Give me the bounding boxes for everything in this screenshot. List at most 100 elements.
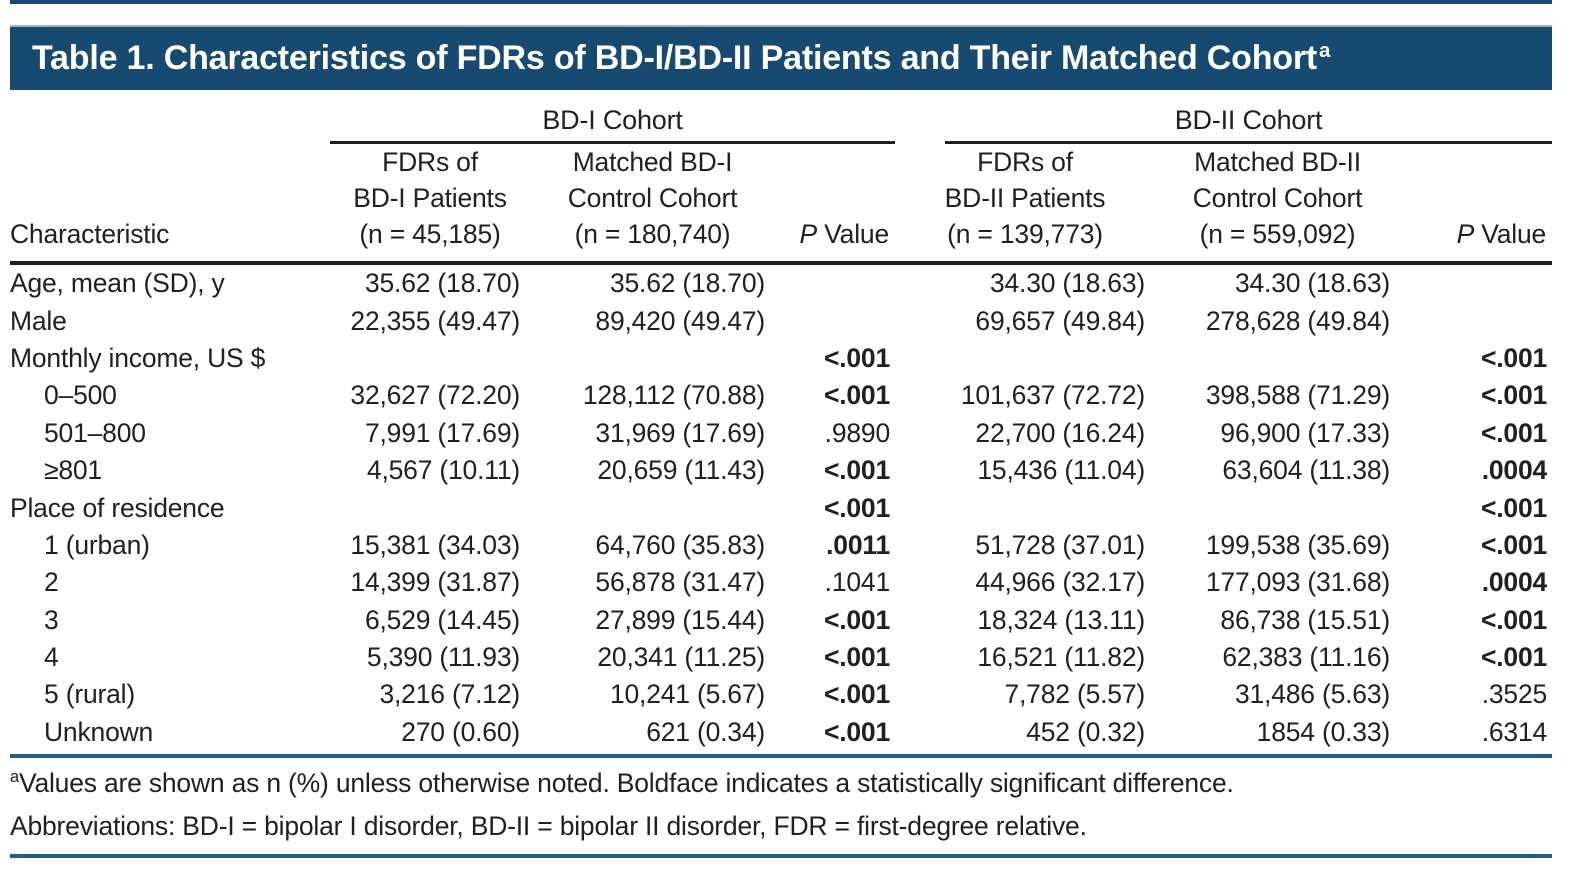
table-row: Male 22,355 (49.47) 89,420 (49.47) 69,65… [10,302,1552,339]
footnote-values: aValues are shown as n (%) unless otherw… [10,768,1234,799]
cell-fdr-bd1: 35.62 (18.70) [364,268,520,299]
cell-pvalue-bd1: <.001 [823,492,890,523]
cell-fdr-bd2: 101,637 (72.72) [960,380,1145,411]
cell-ctrl-bd1: 64,760 (35.83) [595,529,765,560]
row-label: 5 (rural) [44,679,135,710]
cell-ctrl-bd2: 199,538 (35.69) [1205,529,1390,560]
cell-pvalue-bd2: <.001 [1480,492,1548,523]
cell-fdr-bd1: 15,381 (34.03) [350,529,520,560]
cell-pvalue-bd2 [1400,263,1552,302]
cell-pvalue-bd2: <.001 [1480,529,1548,560]
table-row: Place of residence <.001 <.001 [10,489,1552,526]
group-header-row: BD-I Cohort BD-II Cohort [10,100,1553,144]
cell-fdr-bd2: 452 (0.32) [1026,716,1145,747]
cell-ctrl-bd2: 398,588 (71.29) [1205,380,1390,411]
table-row: 1 (urban) 15,381 (34.03) 64,760 (35.83) … [10,527,1552,564]
row-label: Place of residence [10,492,225,523]
cell-pvalue-bd1: .9890 [824,417,891,448]
cell-fdr-bd2: 16,521 (11.82) [977,642,1145,673]
title-footnote-marker: a [1319,39,1331,62]
table-row: 3 6,529 (14.45) 27,899 (15.44) <.001 18,… [10,602,1552,639]
col-header-fdr-bd2: FDRs of BD-II Patients (n = 139,773) [895,144,1155,265]
cell-ctrl-bd1: 621 (0.34) [646,716,765,747]
cell-pvalue-bd2: .3525 [1481,679,1548,710]
cell-ctrl-bd1: 20,341 (11.25) [597,642,765,673]
footnote-divider-rule [10,754,1552,759]
bottom-rule [10,854,1552,859]
cell-fdr-bd1: 270 (0.60) [401,716,520,747]
cell-ctrl-bd2: 31,486 (5.63) [1234,679,1390,710]
cell-pvalue-bd2: .0004 [1481,455,1548,486]
cell-pvalue-bd1 [775,263,895,302]
cell-pvalue-bd1: .0011 [826,529,890,560]
cell-fdr-bd1: 4,567 (10.11) [366,455,520,486]
cell-ctrl-bd2: 62,383 (11.16) [1222,642,1390,673]
cell-fdr-bd2: 44,966 (32.17) [975,567,1145,598]
cell-fdr-bd1: 5,390 (11.93) [366,642,520,673]
cell-ctrl-bd1: 128,112 (70.88) [582,380,765,411]
cell-ctrl-bd2: 1854 (0.33) [1256,716,1391,747]
characteristics-table: BD-I Cohort BD-II Cohort Characteristic … [10,100,1553,751]
col-header-fdr-bd1: FDRs of BD-I Patients (n = 45,185) [330,144,530,265]
table-row: 2 14,399 (31.87) 56,878 (31.47) .1041 44… [10,564,1552,601]
row-label: 0–500 [44,380,117,411]
row-label: 501–800 [44,417,146,448]
top-rule [10,0,1552,4]
group-header-bd2: BD-II Cohort [945,105,1553,144]
cell-fdr-bd2: 15,436 (11.04) [977,455,1145,486]
cell-pvalue-bd1: <.001 [823,380,890,411]
cell-ctrl-bd1 [530,340,775,377]
cell-pvalue-bd2 [1400,302,1552,339]
cell-fdr-bd1: 14,399 (31.87) [350,567,520,598]
table-row: 5 (rural) 3,216 (7.12) 10,241 (5.67) <.0… [10,676,1552,713]
table-row: 4 5,390 (11.93) 20,341 (11.25) <.001 16,… [10,639,1552,676]
cell-fdr-bd2: 18,324 (13.11) [977,604,1145,635]
cell-ctrl-bd2: 278,628 (49.84) [1205,305,1390,336]
cell-ctrl-bd2 [1155,489,1400,526]
cell-ctrl-bd2 [1155,340,1400,377]
cell-ctrl-bd2: 177,093 (31.68) [1205,567,1390,598]
row-label: Age, mean (SD), y [10,268,225,299]
table-row: Unknown 270 (0.60) 621 (0.34) <.001 452 … [10,714,1552,751]
footnote-marker: a [10,768,19,787]
table-title-bar: Table 1. Characteristics of FDRs of BD-I… [10,25,1552,90]
col-header-characteristic: Characteristic [10,144,330,265]
cell-fdr-bd1: 7,991 (17.69) [364,417,520,448]
cell-ctrl-bd1: 20,659 (11.43) [597,455,765,486]
cell-ctrl-bd2: 63,604 (11.38) [1222,455,1390,486]
cell-fdr-bd1: 3,216 (7.12) [379,679,520,710]
cell-pvalue-bd1: <.001 [823,642,890,673]
cell-pvalue-bd2: <.001 [1480,642,1548,673]
column-header-row: Characteristic FDRs of BD-I Patients (n … [10,144,1553,265]
table-row: Monthly income, US $ <.001 <.001 [10,340,1552,377]
cell-pvalue-bd1: <.001 [823,604,890,635]
row-label: Unknown [44,716,154,747]
cell-ctrl-bd1 [530,489,775,526]
col-header-ctrl-bd1: Matched BD-I Control Cohort (n = 180,740… [530,144,775,265]
group-header-bd1: BD-I Cohort [330,105,895,144]
cell-pvalue-bd2: <.001 [1480,417,1548,448]
row-label: Monthly income, US $ [10,342,266,373]
cell-ctrl-bd1: 89,420 (49.47) [595,305,765,336]
row-label: 1 (urban) [44,529,150,560]
cell-fdr-bd1: 22,355 (49.47) [350,305,520,336]
cell-ctrl-bd2: 86,738 (15.51) [1220,604,1390,635]
row-label: Male [10,305,67,336]
col-header-pvalue-bd1: P Value [775,144,895,265]
row-label: ≥801 [44,455,102,486]
table-title: Table 1. Characteristics of FDRs of BD-I… [32,39,1331,77]
cell-pvalue-bd1: <.001 [823,455,890,486]
cell-fdr-bd1 [330,340,530,377]
col-header-pvalue-bd2: P Value [1400,144,1553,265]
cell-pvalue-bd1: <.001 [823,342,890,373]
cell-pvalue-bd2: <.001 [1480,380,1548,411]
cell-pvalue-bd2: .6314 [1481,716,1548,747]
table-row: Age, mean (SD), y 35.62 (18.70) 35.62 (1… [10,263,1552,302]
group-header-spacer [10,100,330,144]
cell-fdr-bd2 [895,489,1155,526]
cell-pvalue-bd1 [775,302,895,339]
cell-ctrl-bd2: 34.30 (18.63) [1234,268,1390,299]
cell-ctrl-bd2: 96,900 (17.33) [1220,417,1390,448]
cell-fdr-bd2: 51,728 (37.01) [975,529,1145,560]
